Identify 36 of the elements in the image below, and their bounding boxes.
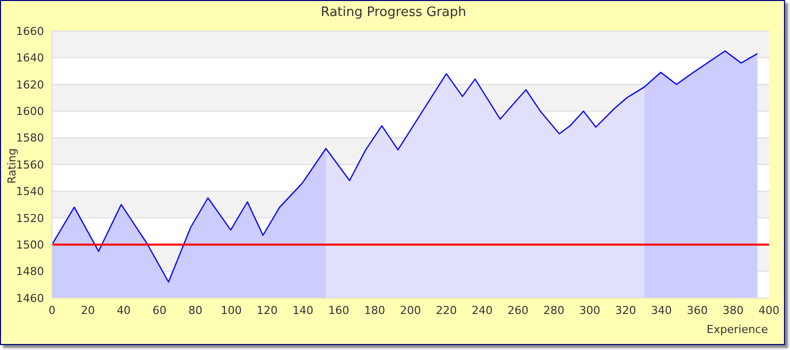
x-tick-label: 400 xyxy=(758,304,780,317)
y-tick-label: 1580 xyxy=(16,132,44,145)
y-tick-label: 1520 xyxy=(16,212,44,225)
x-tick-label: 220 xyxy=(436,304,457,317)
x-tick-label: 380 xyxy=(722,304,744,317)
x-tick-label: 160 xyxy=(328,304,350,317)
x-axis-title: Experience xyxy=(706,323,768,336)
y-tick-label: 1540 xyxy=(16,185,44,198)
x-tick-label: 20 xyxy=(80,304,95,317)
x-tick-label: 300 xyxy=(579,304,600,317)
y-tick-label: 1660 xyxy=(16,24,44,38)
y-tick-label: 1480 xyxy=(16,265,44,278)
line-series xyxy=(52,50,758,283)
x-tick-label: 140 xyxy=(292,304,314,317)
x-tick-label: 120 xyxy=(256,304,278,317)
x-tick-label: 360 xyxy=(686,304,708,317)
y-tick-label: 1500 xyxy=(16,238,44,252)
y-axis-title: Rating xyxy=(6,148,18,184)
y-tick-label: 1460 xyxy=(16,292,44,305)
x-tick-label: 100 xyxy=(220,304,242,317)
x-tick-label: 180 xyxy=(364,304,386,317)
y-tick-label: 1560 xyxy=(16,158,44,172)
x-tick-label: 0 xyxy=(48,304,56,317)
x-tick-label: 320 xyxy=(615,304,636,317)
x-tick-label: 60 xyxy=(152,304,167,317)
x-tick-label: 340 xyxy=(650,304,672,317)
chart-title: Rating Progress Graph xyxy=(320,5,468,20)
x-tick-label: 80 xyxy=(188,304,202,317)
y-tick-label: 1640 xyxy=(16,52,44,65)
y-tick-label: 1600 xyxy=(16,105,44,118)
x-tick-label: 280 xyxy=(543,304,564,317)
x-tick-label: 240 xyxy=(472,304,493,317)
y-tick-label: 1620 xyxy=(16,78,44,92)
x-tick-label: 260 xyxy=(508,304,529,317)
x-tick-label: 200 xyxy=(400,304,421,317)
x-tick-label: 40 xyxy=(116,304,131,317)
